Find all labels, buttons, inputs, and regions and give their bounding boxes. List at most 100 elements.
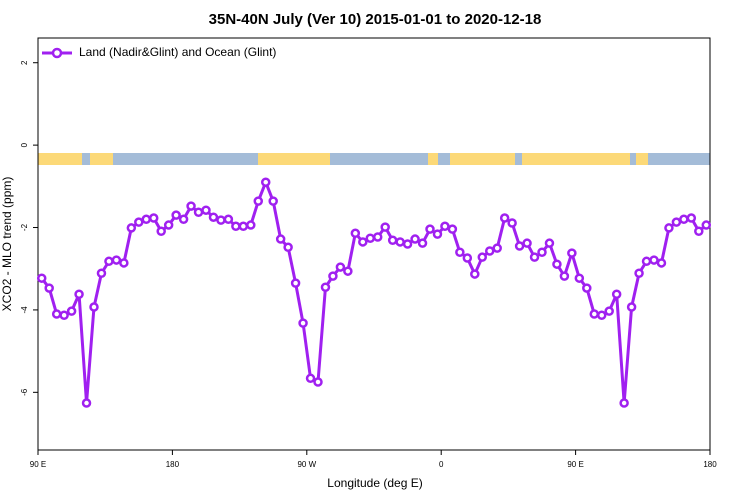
data-point [611, 289, 622, 300]
data-point [231, 221, 241, 232]
x-tick-label: 90 W [297, 460, 316, 469]
data-point [89, 302, 99, 312]
data-point [470, 269, 480, 279]
land-band [428, 153, 438, 165]
data-point [372, 232, 383, 242]
data-point [544, 238, 555, 248]
data-point [81, 398, 92, 408]
land-ocean-band [38, 153, 710, 165]
data-point [134, 217, 144, 227]
data-point [649, 255, 659, 265]
data-point [582, 283, 592, 293]
data-point [395, 237, 405, 247]
data-point [148, 213, 159, 223]
data-point [507, 218, 517, 228]
data-point [559, 271, 570, 281]
x-tick-label: 180 [703, 460, 717, 469]
data-point [156, 226, 166, 236]
x-tick-label: 90 E [567, 460, 583, 469]
data-point [447, 224, 458, 234]
x-axis-label: Longitude (deg E) [327, 476, 422, 490]
land-band [450, 153, 515, 165]
data-point [552, 259, 562, 269]
data-point [574, 273, 585, 283]
data-point [514, 241, 525, 251]
data-point [201, 205, 211, 215]
y-tick-label: -4 [20, 306, 29, 314]
data-point [335, 262, 346, 272]
data-point [492, 243, 502, 253]
data-point [664, 223, 674, 233]
data-point [634, 268, 644, 279]
data-point [567, 248, 577, 258]
legend-marker [51, 47, 63, 59]
y-tick-label: 0 [20, 142, 29, 147]
x-tick-label: 0 [439, 460, 444, 469]
data-point [268, 196, 278, 206]
data-point [104, 256, 114, 267]
data-point [529, 252, 540, 262]
data-point [350, 228, 361, 239]
data-point [477, 252, 488, 262]
data-point [298, 318, 308, 328]
data-point [51, 309, 62, 319]
data-point [641, 256, 652, 267]
data-point [320, 282, 331, 293]
data-point [178, 214, 189, 225]
data-point [111, 255, 122, 265]
data-point [238, 221, 249, 232]
data-point [283, 242, 293, 253]
plot-frame [37, 37, 711, 451]
data-point [656, 258, 667, 268]
data-point [290, 278, 301, 288]
data-point [626, 302, 637, 312]
y-axis-label: XCO2 - MLO trend (ppm) [0, 177, 14, 312]
data-point [537, 247, 547, 257]
x-tick-label: 180 [166, 460, 180, 469]
data-point [484, 246, 495, 256]
data-point [499, 213, 510, 223]
data-point [44, 283, 54, 293]
land-band [636, 153, 648, 165]
data-point [253, 196, 264, 206]
data-point [66, 306, 77, 316]
y-tick-label: 2 [20, 60, 29, 65]
data-point [522, 238, 532, 248]
data-point [462, 253, 473, 263]
series-line [40, 180, 708, 405]
data-point [358, 237, 368, 247]
data-point [380, 222, 390, 232]
data-point [171, 210, 181, 220]
data-point [141, 214, 152, 225]
chart-title: 35N-40N July (Ver 10) 2015-01-01 to 2020… [209, 11, 542, 28]
data-point [163, 220, 174, 230]
data-point [208, 212, 219, 222]
legend-label: Land (Nadir&Glint) and Ocean (Glint) [79, 45, 276, 59]
data-point [343, 266, 353, 276]
data-point [96, 268, 107, 279]
data-point [126, 223, 137, 233]
data-point [36, 273, 47, 283]
data-point [313, 377, 323, 387]
data-point [74, 289, 84, 300]
data-point [596, 310, 607, 321]
data-point [619, 398, 629, 408]
data-point [387, 235, 398, 246]
data-point [440, 221, 450, 232]
land-band [38, 153, 82, 165]
data-point [59, 310, 69, 321]
data-point [425, 224, 435, 234]
data-point [365, 233, 376, 243]
data-point [193, 207, 204, 218]
data-point [410, 234, 420, 244]
land-band [258, 153, 330, 165]
data-point [223, 214, 234, 225]
data-point [417, 238, 428, 248]
data-point [186, 201, 196, 211]
y-tick-label: -6 [20, 388, 29, 396]
data-point [432, 229, 443, 239]
data-point [328, 271, 338, 281]
y-tick-label: -2 [20, 223, 29, 231]
data-point [246, 220, 256, 230]
